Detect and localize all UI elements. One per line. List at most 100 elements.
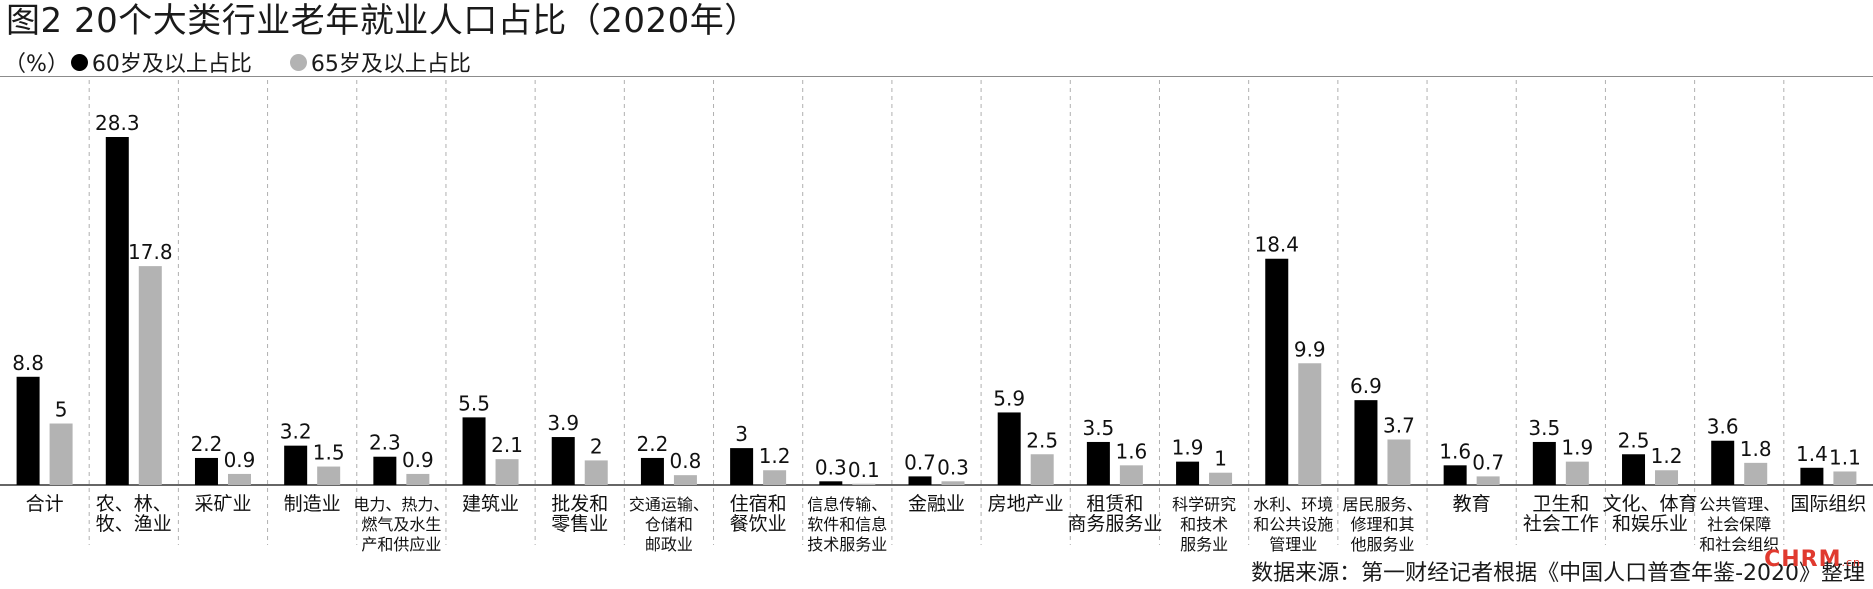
data-label-60: 2.5	[1618, 428, 1650, 452]
legend-swatch-60	[70, 53, 88, 71]
category-label: 技术服务业	[807, 535, 887, 554]
data-label-65: 1	[1214, 447, 1227, 471]
category-label: 仓储和	[645, 515, 693, 534]
data-label-65: 2.1	[491, 433, 523, 457]
bar-60	[819, 481, 843, 485]
data-label-60: 8.8	[12, 351, 44, 375]
bar-60	[640, 457, 664, 485]
category-label: 社会保障	[1707, 515, 1771, 534]
data-label-65: 0.3	[937, 455, 969, 479]
data-label-65: 1.5	[313, 441, 345, 465]
category-label: 修理和其	[1350, 515, 1414, 534]
bar-65	[1209, 472, 1233, 485]
watermark-brand: CHRM.cn	[1764, 547, 1861, 572]
category-label: 社会工作	[1523, 513, 1599, 535]
data-label-60: 3.5	[1082, 416, 1114, 440]
category-label: 产和供应业	[361, 535, 441, 554]
bar-65	[763, 470, 787, 485]
data-label-60: 2.3	[369, 431, 401, 455]
data-label-65: 1.2	[759, 444, 791, 468]
category-label: 农、林、	[96, 493, 172, 515]
data-label-65: 2	[590, 434, 603, 458]
category-label: 餐饮业	[730, 513, 787, 535]
bar-65	[317, 466, 341, 485]
data-label-65: 0.9	[402, 448, 434, 472]
category-label: 软件和信息	[807, 515, 887, 534]
category-label: 和娱乐业	[1612, 513, 1688, 535]
legend-item-65: 65岁及以上占比	[289, 46, 471, 78]
bar-65	[1119, 465, 1143, 485]
bar-65	[1744, 462, 1768, 485]
unit-label: （%）	[4, 52, 69, 77]
bar-65	[673, 475, 697, 485]
category-label: 零售业	[551, 513, 608, 535]
bar-65	[49, 423, 73, 485]
data-label-65: 1.8	[1740, 437, 1772, 461]
bar-60	[105, 137, 129, 485]
bar-60	[373, 456, 397, 485]
category-label: 和技术	[1180, 515, 1228, 534]
category-label: 建筑业	[462, 493, 519, 515]
legend-label-65: 65岁及以上占比	[310, 52, 471, 77]
data-label-65: 5	[55, 398, 68, 422]
bar-60	[1622, 454, 1646, 485]
bar-65	[495, 459, 519, 485]
data-label-60: 3.5	[1528, 416, 1560, 440]
bar-60	[1711, 440, 1735, 485]
category-label: 信息传输、	[807, 495, 887, 514]
bar-65	[227, 473, 251, 485]
bar-65	[584, 460, 608, 485]
top-rule	[0, 76, 1873, 77]
data-label-60: 3	[735, 422, 748, 446]
bar-60	[1086, 441, 1110, 485]
data-label-60: 6.9	[1350, 374, 1382, 398]
category-label: 管理业	[1269, 535, 1317, 554]
category-label: 他服务业	[1350, 535, 1414, 554]
category-label: 牧、渔业	[96, 513, 172, 535]
data-label-60: 5.5	[458, 391, 490, 415]
data-label-60: 3.9	[547, 411, 579, 435]
bar-65	[1476, 476, 1500, 485]
category-label: 文化、体育	[1603, 493, 1698, 515]
category-label: 和社会组织	[1699, 535, 1779, 554]
bar-60	[551, 437, 575, 485]
data-label-65: 1.2	[1651, 444, 1683, 468]
data-label-65: 3.7	[1383, 414, 1415, 438]
data-label-65: 0.8	[670, 449, 702, 473]
category-label: 卫生和	[1532, 493, 1589, 515]
bar-60	[462, 417, 486, 485]
category-label: 燃气及水生	[361, 515, 441, 534]
bar-65	[1833, 471, 1857, 485]
data-label-60: 1.6	[1439, 439, 1471, 463]
data-label-60: 0.3	[815, 455, 847, 479]
data-label-65: 0.7	[1472, 450, 1504, 474]
bar-60	[1532, 441, 1556, 485]
bar-60	[1800, 467, 1824, 485]
category-label: 公共管理、	[1699, 495, 1779, 514]
category-label: 和公共设施	[1253, 515, 1333, 534]
category-label: 邮政业	[645, 535, 693, 554]
data-label-60: 5.9	[993, 386, 1025, 410]
category-label: 国际组织	[1790, 493, 1866, 515]
bar-60	[16, 376, 40, 485]
data-label-65: 1.6	[1115, 439, 1147, 463]
category-label: 房地产业	[988, 493, 1064, 515]
data-label-60: 1.9	[1172, 436, 1204, 460]
category-label: 交通运输、	[629, 495, 709, 514]
bar-60	[908, 476, 932, 485]
legend-label-60: 60岁及以上占比	[91, 52, 252, 77]
bar-65	[1565, 461, 1589, 485]
watermark-logo: CHRM.cn	[1764, 549, 1861, 571]
data-label-65: 1.1	[1829, 445, 1861, 469]
bar-65	[406, 473, 430, 485]
bar-60	[194, 457, 218, 485]
legend: （%） 60岁及以上占比 65岁及以上占比	[4, 47, 509, 77]
data-label-65: 17.8	[128, 240, 173, 264]
category-label: 电力、热力、	[353, 495, 449, 514]
data-label-60: 3.2	[280, 420, 312, 444]
category-label: 制造业	[284, 493, 341, 515]
category-label: 批发和	[551, 493, 608, 515]
legend-item-60: 60岁及以上占比	[70, 46, 252, 78]
bar-60	[1176, 461, 1200, 485]
category-label: 住宿和	[730, 493, 787, 515]
